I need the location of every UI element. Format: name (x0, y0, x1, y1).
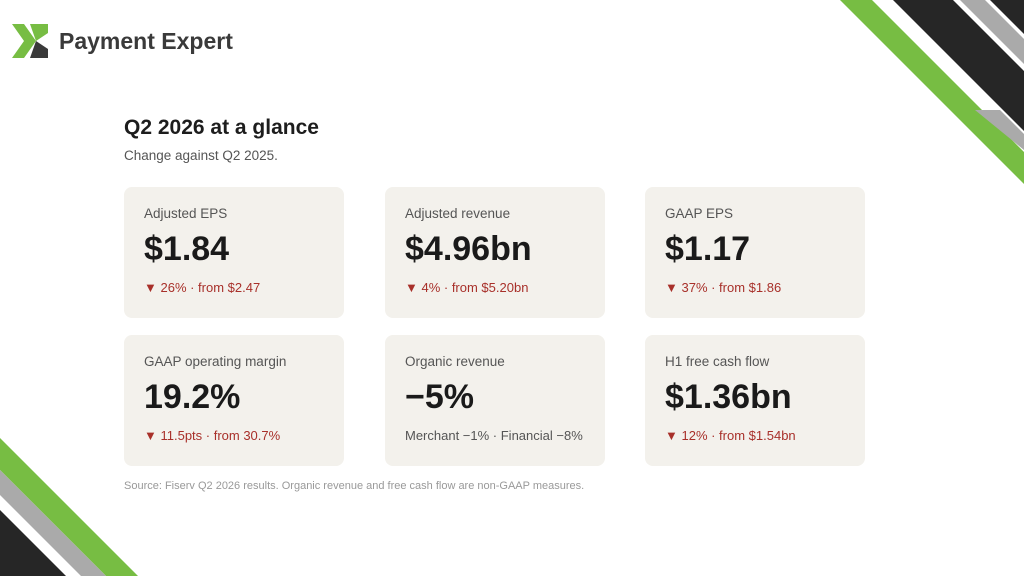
kpi-label: GAAP EPS (665, 206, 734, 221)
kpi-value: $1.84 (144, 230, 230, 268)
kpi-value: 19.2% (144, 378, 241, 416)
kpi-value: −5% (405, 378, 474, 416)
source: Source: Fiserv Q2 2026 results. Organic … (124, 480, 585, 492)
kpi-label: GAAP operating margin (144, 354, 287, 369)
kpi-label: Adjusted revenue (405, 206, 511, 221)
kpi-change: ▼ 12% · from $1.54bn (665, 428, 796, 443)
kpi-value: $1.17 (665, 230, 751, 268)
kpi-card: Adjusted revenue $4.96bn ▼ 4% · from $5.20… (385, 187, 605, 318)
stripe (0, 510, 66, 576)
kpi-card: Organic revenue −5% Merchant −1% · Financi… (385, 335, 605, 466)
title: Q2 2026 at a glance (124, 116, 319, 139)
kpi-change: ▼ 11.5pts · from 30.7% (144, 428, 281, 443)
stripe (0, 470, 106, 576)
kpi-change: ▼ 37% · from $1.86 (665, 280, 782, 295)
kpi-label: Adjusted EPS (144, 206, 228, 221)
kpi-card: GAAP operating margin 19.2% ▼ 11.5pts · fr… (124, 335, 344, 466)
kpi-label: H1 free cash flow (665, 354, 770, 369)
kpi-value: $4.96bn (405, 230, 532, 268)
kpi-label: Organic revenue (405, 354, 505, 369)
kpi-change: Merchant −1% · Financial −8% (405, 428, 583, 443)
kpi-change: ▼ 26% · from $2.47 (144, 280, 261, 295)
kpi-card: Adjusted EPS $1.84 ▼ 26% · from $2.47 (124, 187, 344, 318)
kpi-card: GAAP EPS $1.17 ▼ 37% · from $1.86 (645, 187, 865, 318)
logo (12, 24, 48, 58)
kpi-card: H1 free cash flow $1.36bn ▼ 12% · from $1.… (645, 335, 865, 466)
stripe (893, 0, 1024, 131)
kpi-value: $1.36bn (665, 378, 792, 416)
stripe (0, 438, 138, 576)
subtitle: Change against Q2 2025. (124, 148, 278, 163)
brand: Payment Expert (59, 28, 233, 54)
kpi-change: ▼ 4% · from $5.20bn (405, 280, 529, 295)
stripe (840, 0, 1024, 184)
stripe (960, 0, 1024, 64)
stripe (975, 110, 1024, 150)
stripe (990, 0, 1024, 34)
